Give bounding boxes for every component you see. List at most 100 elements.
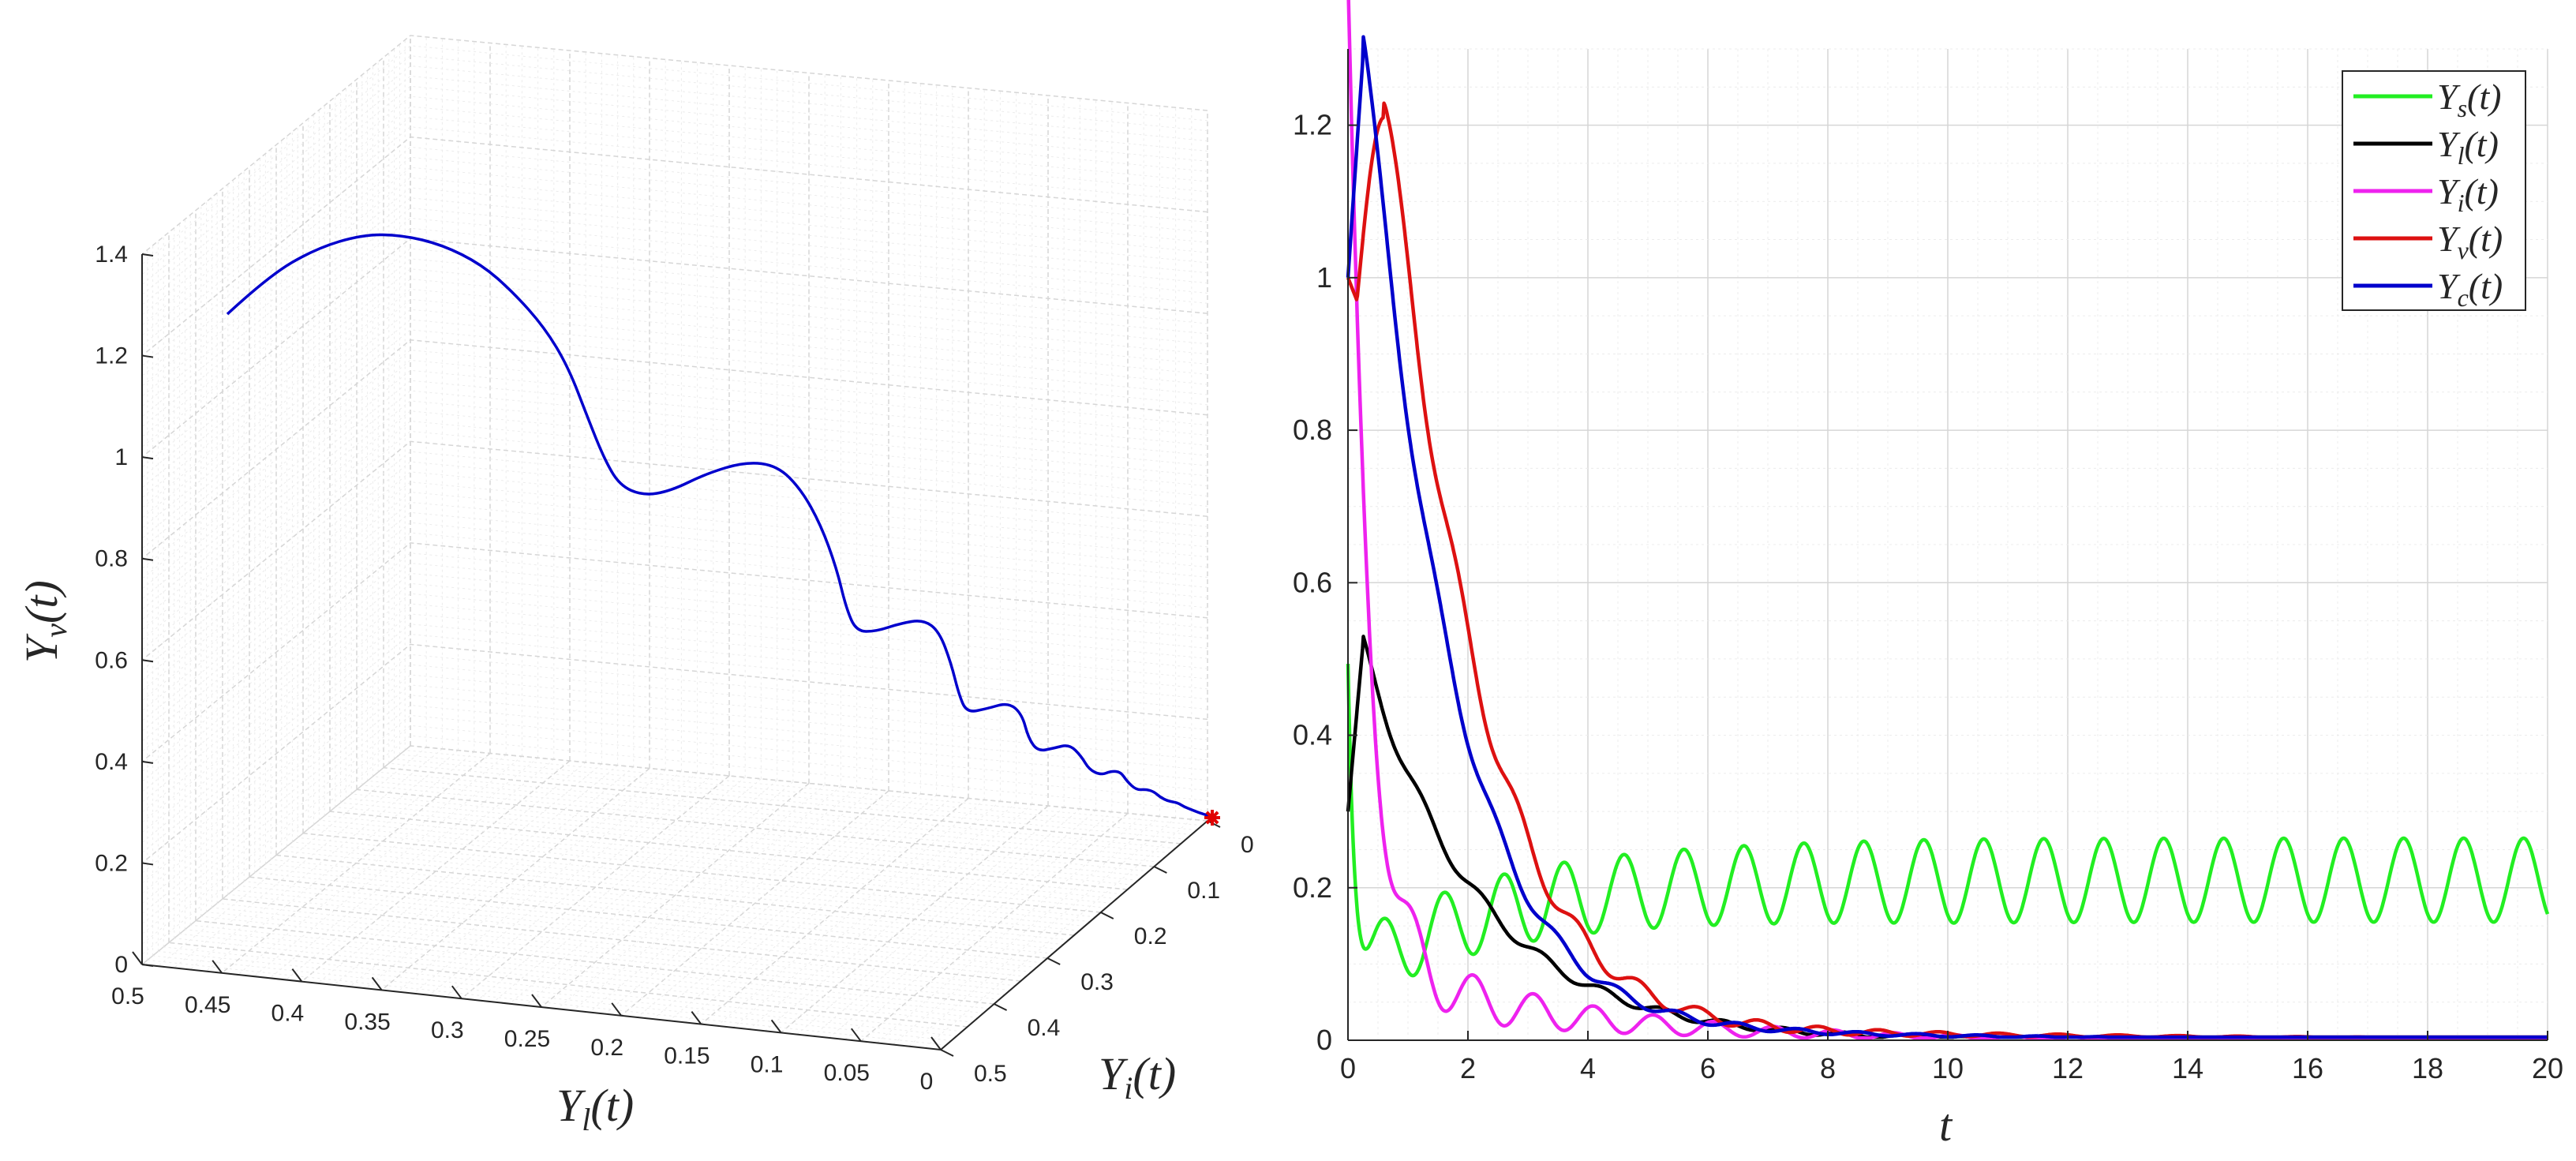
grid-line bbox=[141, 85, 1208, 305]
end-marker-stroke bbox=[1205, 811, 1219, 825]
grid-line bbox=[281, 850, 1080, 931]
grid-line bbox=[227, 893, 1027, 977]
x-tick-label: 0.3 bbox=[431, 1017, 464, 1043]
legend-label: Yi(t) bbox=[2437, 171, 2499, 217]
grid-line bbox=[141, 582, 1208, 803]
grid-line bbox=[141, 258, 1208, 478]
y-tick-label: 0.2 bbox=[1134, 923, 1167, 949]
x-tick-label: 12 bbox=[2052, 1052, 2084, 1084]
grid-line bbox=[541, 782, 810, 1008]
z-tick-mark bbox=[141, 659, 154, 663]
grid-line bbox=[141, 227, 1208, 448]
grid-line bbox=[217, 902, 1016, 987]
grid-line bbox=[340, 802, 1139, 881]
z-tick-label: 0 bbox=[114, 952, 128, 978]
x-tick-label: 0.4 bbox=[271, 1001, 305, 1027]
grid-line bbox=[556, 785, 826, 1009]
z-tick-label: 0.2 bbox=[95, 850, 128, 876]
z-tick-mark bbox=[141, 253, 154, 257]
grid-line bbox=[141, 481, 1208, 702]
grid-line bbox=[141, 298, 1208, 519]
y-tick-label: 0.4 bbox=[1293, 719, 1332, 751]
grid-line bbox=[141, 136, 1208, 357]
x-tick-label: 20 bbox=[2532, 1052, 2563, 1084]
grid-line bbox=[373, 776, 1170, 854]
x-tick-label: 0 bbox=[920, 1069, 934, 1095]
grid-line bbox=[141, 735, 1208, 955]
z-tick-label: 1 bbox=[114, 444, 128, 470]
grid-line bbox=[141, 359, 1208, 579]
grid-line bbox=[141, 563, 1208, 782]
grid-line bbox=[286, 845, 1085, 927]
y-tick-mark bbox=[1153, 866, 1167, 874]
x-axis-label-2d: t bbox=[1939, 1099, 1953, 1151]
y-tick-label: 0 bbox=[1316, 1024, 1332, 1056]
series-line-yst bbox=[1346, 664, 2550, 978]
x-tick-label: 0.35 bbox=[344, 1009, 390, 1035]
x-tick-label: 4 bbox=[1580, 1052, 1596, 1084]
grid-line bbox=[141, 471, 1208, 691]
grid-line bbox=[141, 167, 1208, 387]
legend: Ys(t)Yl(t)Yi(t)Yv(t)Yc(t) bbox=[2342, 70, 2526, 312]
grid-line bbox=[212, 907, 1010, 991]
grid-line bbox=[298, 837, 1096, 918]
grid-line bbox=[141, 126, 1208, 346]
z-tick-label: 0.8 bbox=[95, 546, 128, 572]
grid-line bbox=[141, 45, 1208, 265]
grid-line bbox=[141, 674, 1208, 894]
y-tick-label: 0.4 bbox=[1028, 1015, 1061, 1041]
x-tick-label: 0.1 bbox=[751, 1051, 784, 1077]
grid-line bbox=[141, 552, 1208, 773]
grid-line bbox=[141, 146, 1208, 366]
x-tick-mark bbox=[291, 968, 303, 983]
z-tick-mark bbox=[141, 557, 154, 561]
grid-line bbox=[141, 279, 1208, 498]
grid-line bbox=[924, 818, 1193, 1049]
grid-line bbox=[399, 754, 1197, 831]
x-tick-label: 0.5 bbox=[111, 983, 144, 1009]
grid-line bbox=[141, 572, 1208, 792]
grid-line bbox=[141, 106, 1208, 326]
legend-label: Yv(t) bbox=[2437, 219, 2503, 264]
x-tick-mark bbox=[851, 1028, 862, 1042]
grid-line bbox=[141, 248, 1208, 468]
y-tick-label: 0 bbox=[1241, 832, 1254, 858]
y-tick-label: 0.5 bbox=[974, 1061, 1007, 1087]
trajectory-3d-line bbox=[226, 233, 1213, 819]
grid-line bbox=[141, 156, 1208, 376]
x-tick-mark bbox=[691, 1010, 702, 1025]
grid-line bbox=[152, 955, 952, 1041]
y-tick-label: 1 bbox=[1316, 261, 1332, 294]
grid-line bbox=[637, 792, 905, 1018]
grid-line bbox=[141, 451, 1208, 671]
grid-line bbox=[141, 492, 1208, 711]
z-tick-label: 1.4 bbox=[95, 242, 128, 268]
grid-line bbox=[509, 780, 777, 1005]
z-axis-label-3d: Yv(t) bbox=[16, 580, 73, 663]
grid-line bbox=[141, 268, 1208, 489]
grid-line bbox=[141, 664, 1208, 884]
grid-line bbox=[200, 916, 1000, 1000]
grid-line bbox=[141, 421, 1208, 640]
x-tick-label: 2 bbox=[1460, 1052, 1476, 1084]
grid-line bbox=[349, 765, 618, 987]
y-tick-label: 0.3 bbox=[1080, 969, 1114, 995]
plot-2d: 0 2 4 6 8 10 12 14 16 18 20 0 0.2 0.4 0.6 0.8 1 1.2 t Ys(… bbox=[1293, 0, 2563, 1151]
y-tick-mark bbox=[1046, 957, 1061, 965]
x-tick-label: 10 bbox=[1932, 1052, 1964, 1084]
y-tick-label: 0.2 bbox=[1293, 871, 1332, 904]
grid-line bbox=[141, 197, 1208, 418]
z-tick-mark bbox=[141, 760, 154, 764]
z-tick-mark bbox=[141, 862, 154, 866]
x-tick-mark bbox=[930, 1036, 942, 1051]
grid-line bbox=[206, 912, 1005, 995]
y-tick-label: 0.6 bbox=[1293, 566, 1332, 598]
grid-line bbox=[405, 750, 1203, 826]
grid-line bbox=[147, 959, 946, 1046]
grid-line bbox=[367, 780, 1165, 858]
grid-line bbox=[141, 75, 1208, 295]
grid-line bbox=[492, 778, 762, 1002]
grid-3d bbox=[141, 35, 1208, 1051]
grid-line bbox=[361, 785, 1160, 863]
x-tick-mark bbox=[132, 951, 143, 965]
